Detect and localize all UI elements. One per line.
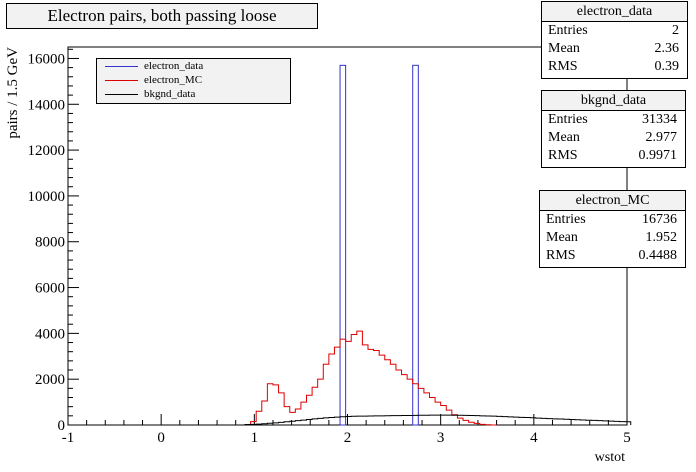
stats-value: 0.39 <box>654 59 680 74</box>
stats-title: electron_data <box>542 2 687 22</box>
y-axis: 0 2000 4000 6000 8000 10000 12000 14000 16000 <box>28 48 79 434</box>
stats-row-entries: Entries 31334 <box>542 111 685 129</box>
stats-key: Mean <box>548 130 580 145</box>
legend-label: electron_MC <box>144 74 203 86</box>
series-layer <box>244 64 632 426</box>
stats-key: Entries <box>548 112 588 127</box>
histogram-line-bkgnd_data <box>244 414 632 426</box>
legend-label: electron_data <box>144 60 204 72</box>
y-tick-label: 14000 <box>28 97 66 113</box>
y-tick-label: 2000 <box>35 372 65 388</box>
stats-title: electron_MC <box>540 191 685 211</box>
stats-key: Entries <box>548 23 588 38</box>
stats-row-entries: Entries 16736 <box>540 211 685 229</box>
stats-row-mean: Mean 2.36 <box>542 40 687 58</box>
legend-entry-electron-data: electron_data <box>97 60 290 74</box>
legend-label: bkgnd_data <box>144 88 196 100</box>
stats-row-mean: Mean 1.952 <box>540 229 685 247</box>
stats-box-bkgnd-data: bkgnd_data Entries 31334 Mean 2.977 RMS 0.9… <box>541 90 686 168</box>
legend-swatch <box>105 80 138 81</box>
y-tick-label: 12000 <box>28 143 66 159</box>
y-tick-label: 6000 <box>35 281 65 297</box>
x-axis-label: wstot <box>595 450 625 465</box>
stats-value: 31334 <box>642 112 677 127</box>
stats-key: Mean <box>546 230 578 245</box>
stats-value: 2.977 <box>645 130 678 145</box>
y-tick-label: 4000 <box>35 326 65 342</box>
stats-key: Mean <box>548 41 580 56</box>
y-tick-label: 0 <box>58 418 66 434</box>
legend: electron_data electron_MC bkgnd_data <box>96 58 291 104</box>
histogram-line-electron_MC <box>250 330 497 426</box>
x-tick-label: 5 <box>623 430 631 446</box>
x-axis: -1 0 1 2 3 4 5 <box>62 414 631 446</box>
legend-entry-electron-mc: electron_MC <box>97 74 290 88</box>
stats-value: 2.36 <box>654 41 680 56</box>
legend-swatch <box>105 66 138 67</box>
stats-row-rms: RMS 0.39 <box>542 58 687 76</box>
stats-key: Entries <box>546 212 586 227</box>
stats-box-electron-data: electron_data Entries 2 Mean 2.36 RMS 0.39 <box>541 1 688 79</box>
stats-row-rms: RMS 0.4488 <box>540 247 685 265</box>
legend-entry-bkgnd-data: bkgnd_data <box>97 88 290 102</box>
stats-value: 16736 <box>642 212 677 227</box>
stats-row-rms: RMS 0.9971 <box>542 147 685 165</box>
x-tick-label: 3 <box>437 430 445 446</box>
histogram-bar-electron_data <box>412 64 419 426</box>
stats-title: bkgnd_data <box>542 91 685 111</box>
stats-value: 1.952 <box>645 230 678 245</box>
y-axis-label: pairs / 1.5 GeV <box>5 47 21 139</box>
stats-key: RMS <box>548 148 578 163</box>
y-tick-label: 10000 <box>28 189 66 205</box>
stats-key: RMS <box>548 59 578 74</box>
x-tick-label: 0 <box>157 430 165 446</box>
histogram-bar-electron_data <box>339 64 347 426</box>
stats-row-mean: Mean 2.977 <box>542 129 685 147</box>
stats-value: 2 <box>672 23 679 38</box>
x-tick-label: 2 <box>344 430 352 446</box>
stats-box-electron-mc: electron_MC Entries 16736 Mean 1.952 RMS 0.… <box>539 190 686 268</box>
y-tick-label: 16000 <box>28 51 66 67</box>
x-tick-label: -1 <box>62 430 75 446</box>
legend-swatch <box>105 94 138 95</box>
chart-title: Electron pairs, both passing loose <box>6 3 318 29</box>
x-tick-label: 1 <box>251 430 259 446</box>
stats-key: RMS <box>546 248 576 263</box>
stats-value: 0.4488 <box>638 248 678 263</box>
x-tick-label: 4 <box>530 430 538 446</box>
stats-value: 0.9971 <box>638 148 678 163</box>
y-tick-label: 8000 <box>35 235 65 251</box>
stats-row-entries: Entries 2 <box>542 22 687 40</box>
